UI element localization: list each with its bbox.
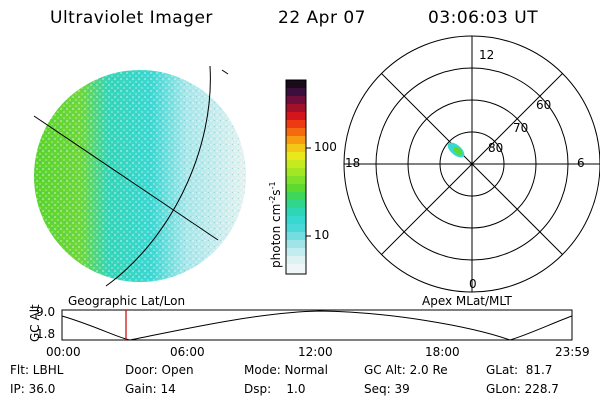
- geo-grid-line: [33, 115, 219, 241]
- status-gc-alt: GC Alt: 2.0 Re: [364, 363, 448, 377]
- instrument-title: Ultraviolet Imager: [50, 8, 213, 28]
- status-mode: Mode: Normal: [244, 363, 328, 377]
- status-gain: Gain: 14: [125, 382, 176, 396]
- terminator-arc: [105, 65, 211, 287]
- status-dsp: Dsp: 1.0: [244, 382, 306, 396]
- timeline-x-tick-0600: 06:00: [170, 345, 205, 359]
- date-label: 22 Apr 07: [278, 8, 366, 28]
- timeline-x-tick-1200: 12:00: [298, 345, 333, 359]
- status-ip: IP: 36.0: [10, 382, 56, 396]
- lat-label-80: 80: [488, 141, 504, 155]
- polar-plot: [343, 35, 600, 293]
- status-filter: Flt: LBHL: [10, 363, 64, 377]
- timeline-y-tick-bottom: 1.8: [36, 327, 56, 341]
- mlt-label-12: 12: [479, 48, 495, 62]
- timeline-x-tick-2359: 23:59: [555, 345, 590, 359]
- mlt-label-18: 18: [345, 156, 361, 170]
- colorbar: [285, 79, 311, 275]
- lat-label-70: 70: [513, 121, 529, 135]
- tick-mark: [221, 69, 229, 75]
- status-seq: Seq: 39: [364, 382, 410, 396]
- mlt-label-0: 0: [469, 277, 477, 291]
- altitude-curve: [61, 310, 573, 341]
- status-glat: GLat: 81.7: [486, 363, 553, 377]
- lat-label-60: 60: [536, 98, 552, 112]
- time-label: 03:06:03 UT: [428, 8, 539, 28]
- timeline-right-title: Apex MLat/MLT: [422, 294, 512, 308]
- status-door: Door: Open: [125, 363, 194, 377]
- colorbar-tick-100: 100: [314, 140, 337, 154]
- aurora-oval-patch: [447, 142, 465, 158]
- timeline-plot: [61, 309, 573, 341]
- status-glon: GLon: 228.7: [486, 382, 559, 396]
- colorbar-unit-label: photon cm-2s-1: [268, 181, 283, 268]
- timeline-x-tick-0000: 00:00: [46, 345, 81, 359]
- earth-disc: [34, 70, 246, 282]
- timeline-left-title: Geographic Lat/Lon: [68, 294, 186, 308]
- colorbar-tick-10: 10: [314, 228, 330, 242]
- mlt-label-6: 6: [577, 156, 585, 170]
- timeline-x-tick-1800: 18:00: [425, 345, 460, 359]
- timeline-y-tick-top: 9.0: [36, 305, 56, 319]
